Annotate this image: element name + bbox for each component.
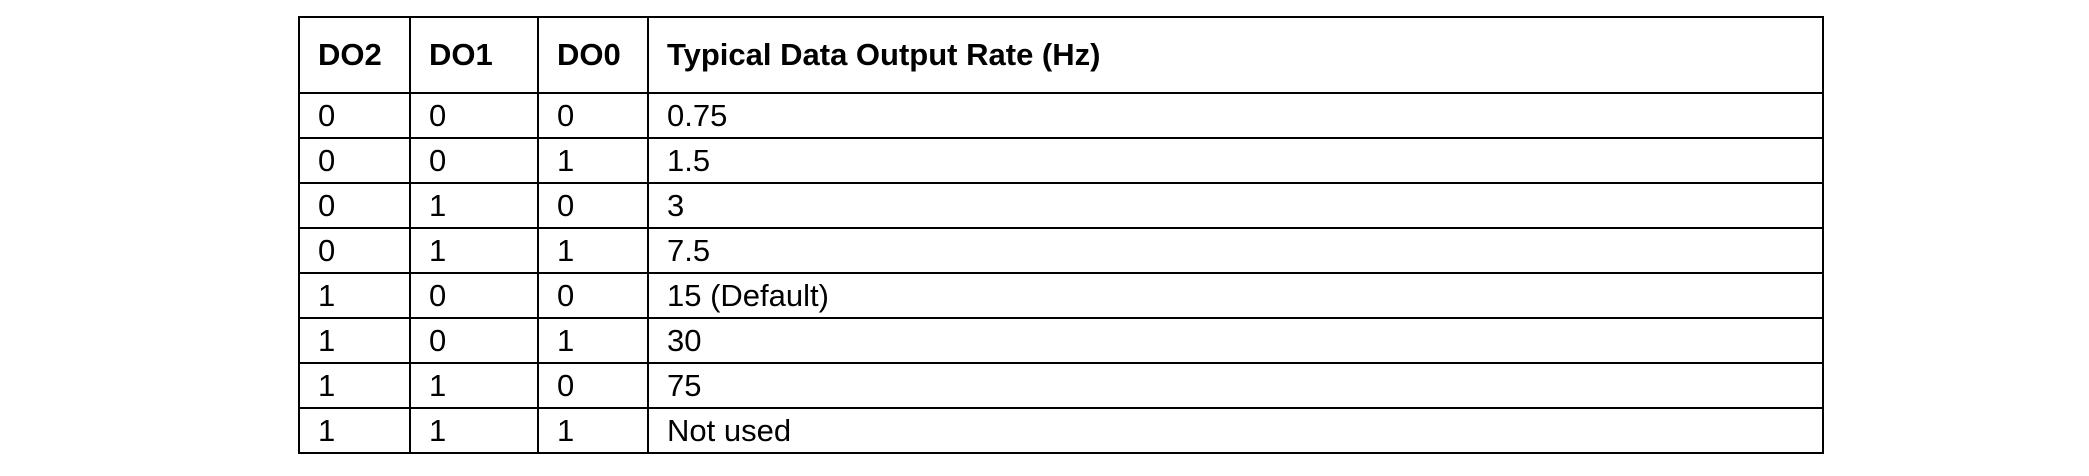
table-row: 0 1 0 3 [298,182,1824,229]
cell-do2: 0 [298,182,411,229]
table-row: 1 1 0 75 [298,362,1824,409]
cell-do0: 0 [537,362,649,409]
cell-rate: 30 [647,317,1824,364]
cell-do2: 0 [298,92,411,139]
cell-do1: 1 [409,407,539,454]
table-row: 1 1 1 Not used [298,407,1824,454]
cell-do0: 0 [537,272,649,319]
table-header: DO2 DO1 DO0 Typical Data Output Rate (Hz… [298,16,1824,94]
cell-do2: 1 [298,362,411,409]
cell-do1: 1 [409,182,539,229]
cell-rate: 7.5 [647,227,1824,274]
cell-do2: 1 [298,317,411,364]
cell-do1: 0 [409,137,539,184]
data-output-rate-table: DO2 DO1 DO0 Typical Data Output Rate (Hz… [298,16,1824,454]
cell-do1: 0 [409,272,539,319]
cell-rate: 0.75 [647,92,1824,139]
table-row: 0 0 1 1.5 [298,137,1824,184]
cell-rate: 3 [647,182,1824,229]
table-row: 0 0 0 0.75 [298,92,1824,139]
cell-do0: 0 [537,182,649,229]
header-rate: Typical Data Output Rate (Hz) [647,16,1824,94]
header-do1: DO1 [409,16,539,94]
cell-do0: 0 [537,92,649,139]
cell-do2: 1 [298,272,411,319]
header-do0: DO0 [537,16,649,94]
cell-do1: 0 [409,317,539,364]
cell-rate: 1.5 [647,137,1824,184]
table-row: 1 0 1 30 [298,317,1824,364]
table-row: 1 0 0 15 (Default) [298,272,1824,319]
cell-do0: 1 [537,137,649,184]
table-body: 0 0 0 0.75 0 0 1 1.5 0 1 0 3 0 1 1 7.5 1… [298,92,1824,454]
cell-rate: 15 (Default) [647,272,1824,319]
cell-rate: 75 [647,362,1824,409]
cell-do0: 1 [537,317,649,364]
cell-do1: 1 [409,362,539,409]
cell-do0: 1 [537,407,649,454]
cell-rate: Not used [647,407,1824,454]
cell-do1: 1 [409,227,539,274]
cell-do2: 0 [298,227,411,274]
cell-do2: 1 [298,407,411,454]
cell-do1: 0 [409,92,539,139]
header-do2: DO2 [298,16,411,94]
table-row: 0 1 1 7.5 [298,227,1824,274]
cell-do2: 0 [298,137,411,184]
cell-do0: 1 [537,227,649,274]
header-row: DO2 DO1 DO0 Typical Data Output Rate (Hz… [298,16,1824,94]
